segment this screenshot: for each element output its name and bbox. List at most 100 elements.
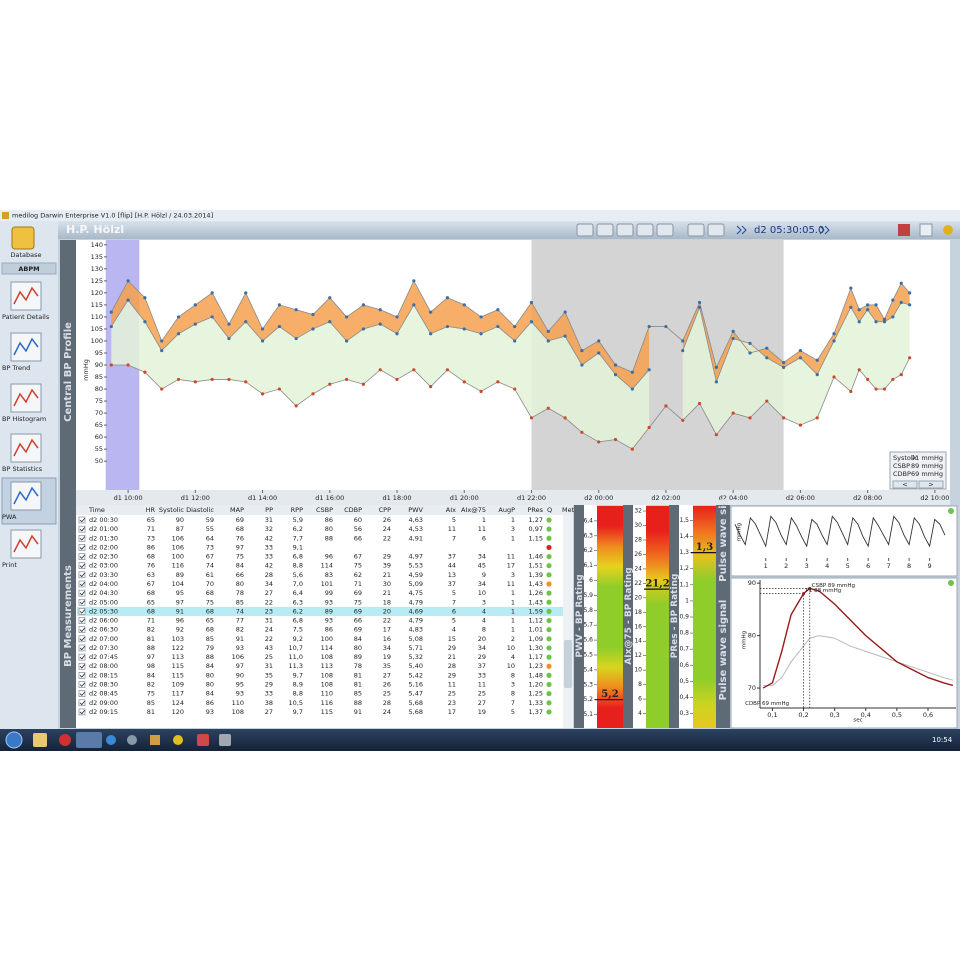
row-checkbox[interactable] — [78, 617, 86, 624]
checkmark[interactable] — [79, 572, 86, 578]
sidebar-database[interactable]: Database — [10, 226, 42, 259]
checkmark[interactable] — [79, 700, 86, 706]
checkmark[interactable] — [79, 545, 86, 550]
tool-button[interactable] — [898, 224, 910, 236]
item-icon-art[interactable] — [13, 534, 39, 553]
database-icon[interactable] — [11, 226, 35, 250]
tool-button[interactable] — [596, 223, 614, 237]
row-checkbox[interactable] — [78, 598, 86, 606]
item-icon[interactable] — [10, 433, 42, 463]
row-checkbox[interactable] — [78, 562, 86, 570]
tool-button[interactable] — [636, 223, 654, 237]
checkmark[interactable] — [79, 618, 86, 623]
taskbar-app[interactable] — [219, 734, 231, 746]
sidebar-item[interactable]: PWA — [1, 477, 57, 525]
toolbar[interactable] — [576, 223, 953, 237]
row-checkbox[interactable] — [78, 672, 86, 679]
row-checkbox[interactable] — [78, 644, 86, 652]
item-icon-art[interactable] — [13, 438, 39, 457]
checkmark[interactable] — [79, 600, 86, 605]
sidebar-label[interactable]: Database — [10, 251, 41, 259]
scrollbar[interactable] — [563, 515, 573, 728]
checkmark[interactable] — [79, 664, 86, 669]
taskbar-app[interactable] — [33, 733, 47, 747]
row-checkbox[interactable] — [78, 635, 86, 643]
row-checkbox[interactable] — [78, 690, 86, 697]
checkmark[interactable] — [79, 682, 86, 687]
start-button[interactable] — [5, 731, 23, 749]
checkmark[interactable] — [79, 527, 86, 532]
sidebar-label[interactable]: BP Histogram — [2, 415, 46, 423]
row-checkbox[interactable] — [78, 580, 86, 588]
checkmark[interactable] — [79, 655, 86, 660]
row-checkbox[interactable] — [78, 534, 86, 542]
checkmark[interactable] — [79, 554, 86, 559]
taskbar-app[interactable] — [59, 734, 71, 746]
row-checkbox[interactable] — [78, 626, 86, 633]
checkmark[interactable] — [79, 581, 86, 587]
row-checkbox[interactable] — [78, 516, 86, 524]
forward-button[interactable] — [819, 225, 830, 235]
checkmark[interactable] — [79, 591, 86, 596]
row-checkbox[interactable] — [78, 662, 86, 670]
sidebar-item[interactable]: BP Histogram — [2, 383, 46, 423]
sidebar-label[interactable]: PWA — [2, 513, 17, 521]
legend-button-label[interactable]: < — [902, 481, 907, 489]
row-checkbox[interactable] — [78, 544, 86, 551]
taskbar-app[interactable] — [150, 735, 160, 745]
checkmark[interactable] — [79, 636, 86, 642]
tool-button[interactable] — [576, 223, 594, 237]
row-checkbox[interactable] — [78, 708, 86, 716]
item-icon[interactable] — [10, 529, 42, 559]
taskbar-app[interactable] — [76, 732, 102, 748]
row-checkbox[interactable] — [78, 608, 86, 615]
checkmark[interactable] — [79, 645, 86, 651]
row-checkbox[interactable] — [78, 653, 86, 661]
taskbar-app[interactable] — [106, 735, 116, 745]
legend-button[interactable] — [892, 480, 918, 489]
item-icon[interactable] — [10, 332, 42, 362]
checkmark[interactable] — [79, 691, 86, 697]
sidebar-item[interactable]: BP Statistics — [2, 433, 43, 473]
scroll-thumb[interactable] — [564, 640, 572, 688]
tool-button[interactable] — [656, 223, 674, 237]
row-checkbox[interactable] — [78, 699, 86, 707]
row-checkbox[interactable] — [78, 589, 86, 597]
tool-button[interactable] — [707, 223, 725, 237]
row-checkbox[interactable] — [78, 525, 86, 533]
taskbar-app[interactable] — [127, 735, 137, 745]
taskbar-app[interactable] — [197, 734, 209, 746]
sidebar-item[interactable]: BP Trend — [2, 332, 42, 372]
checkmark[interactable] — [79, 609, 86, 614]
checkmark[interactable] — [79, 709, 86, 715]
tool-button[interactable] — [943, 225, 953, 235]
item-icon[interactable] — [10, 383, 42, 413]
taskbar-app[interactable] — [173, 735, 183, 745]
checkmark[interactable] — [79, 517, 86, 523]
checkmark[interactable] — [79, 627, 86, 633]
checkmark[interactable] — [79, 536, 86, 541]
sidebar-label[interactable]: BP Statistics — [2, 465, 43, 473]
sidebar-item[interactable]: Print — [2, 529, 42, 569]
legend-button-label[interactable]: > — [928, 481, 933, 489]
item-icon[interactable] — [10, 281, 42, 311]
item-icon-art[interactable] — [13, 388, 39, 407]
tool-button[interactable] — [687, 223, 705, 237]
row-checkbox[interactable] — [78, 681, 86, 688]
item-icon-art[interactable] — [13, 337, 39, 356]
tool-button[interactable] — [919, 223, 933, 237]
tool-button[interactable] — [616, 223, 634, 237]
legend-button[interactable] — [918, 480, 944, 489]
row-checkbox[interactable] — [78, 571, 86, 579]
rewind-button[interactable] — [736, 225, 747, 235]
sidebar-label[interactable]: Patient Details — [2, 313, 50, 321]
row-checkbox[interactable] — [78, 553, 86, 560]
item-icon-art[interactable] — [13, 286, 39, 305]
item-icon[interactable] — [10, 481, 42, 511]
sidebar-label[interactable]: Print — [2, 561, 17, 569]
sidebar-label[interactable]: BP Trend — [2, 364, 30, 372]
checkmark[interactable] — [79, 673, 86, 678]
checkmark[interactable] — [79, 563, 86, 569]
sidebar-item[interactable]: Patient Details — [2, 281, 50, 321]
item-icon-art[interactable] — [13, 486, 39, 505]
